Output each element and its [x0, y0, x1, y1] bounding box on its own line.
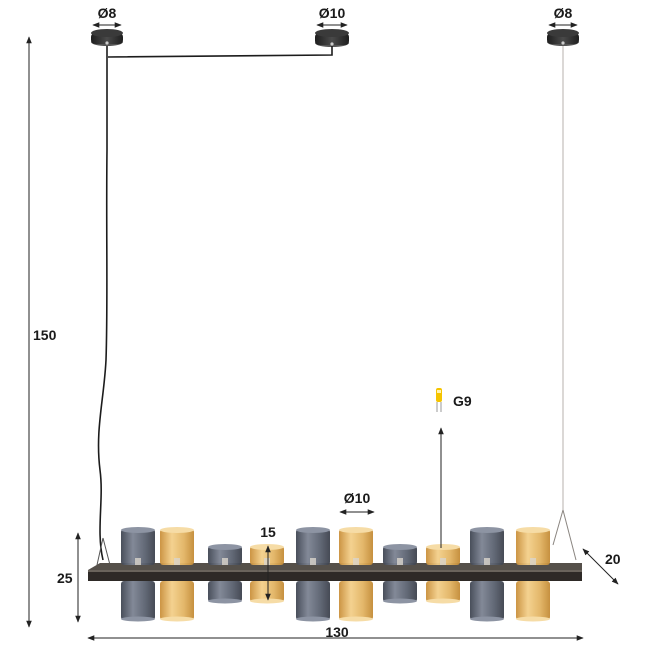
height-dimension: 150: [26, 36, 57, 628]
bulb-socket: [484, 558, 490, 565]
shade-top-rim: [470, 527, 504, 533]
bulb-socket: [397, 558, 403, 565]
shade-bottom-rim: [160, 616, 194, 622]
shade-top-rim: [296, 527, 330, 533]
shade-lower-glass: [208, 581, 242, 602]
shade-upper-glass: [516, 529, 550, 565]
shade-bottom-rim: [426, 598, 460, 604]
canopy-middle: [315, 29, 349, 47]
frame-height-dimension: 25: [57, 532, 81, 623]
shade-lower-glass: [339, 581, 373, 620]
suspension-wire-left: [96, 537, 111, 566]
shade-lower-glass: [383, 581, 417, 602]
glass-shade-9: [470, 527, 504, 622]
bulb-socket: [353, 558, 359, 565]
shade-upper-glass: [339, 529, 373, 565]
shade-top-rim: [426, 544, 460, 550]
shade-top-rim: [383, 544, 417, 550]
shade-bottom-rim: [383, 598, 417, 604]
canopy-middle-dimension: Ø10: [316, 5, 348, 28]
shade-bottom-rim: [208, 598, 242, 604]
canopy-right-diameter-label: Ø8: [554, 5, 573, 21]
height-label: 150: [33, 327, 57, 343]
power-cable: [97, 46, 333, 561]
canopy-left-diameter-label: Ø8: [98, 5, 117, 21]
shade-lower-glass: [121, 581, 155, 620]
depth-dimension: 20: [582, 548, 621, 585]
shade-diameter-dimension: Ø10: [339, 490, 375, 515]
shade-upper-glass: [121, 529, 155, 565]
glass-shade-1: [121, 527, 155, 622]
g9-bulb: G9: [436, 388, 472, 412]
bulb-socket: [440, 558, 446, 565]
shade-top-rim: [121, 527, 155, 533]
glass-shade-8: [426, 544, 460, 604]
shade-top-rim: [516, 527, 550, 533]
suspension-wire-right: [552, 46, 577, 561]
shade-lower-glass: [470, 581, 504, 620]
glass-shade-10: [516, 527, 550, 622]
shade-lower-glass: [296, 581, 330, 620]
shade-bottom-rim: [339, 616, 373, 622]
shade-diameter-label: Ø10: [344, 490, 371, 506]
bulb-socket: [530, 558, 536, 565]
shade-bottom-rim: [516, 616, 550, 622]
width-label: 130: [325, 624, 349, 640]
shade-bottom-rim: [250, 598, 284, 604]
glass-shade-3: [208, 544, 242, 604]
shade-upper-glass: [296, 529, 330, 565]
lamp-frame: [88, 563, 582, 581]
canopy-left: [91, 29, 123, 46]
shade-top-rim: [160, 527, 194, 533]
canopy-right-dimension: Ø8: [548, 5, 578, 28]
bulb-socket: [174, 558, 180, 565]
shade-upper-glass: [383, 546, 417, 565]
bulb-socket: [264, 558, 270, 565]
frame-height-label: 25: [57, 570, 73, 586]
shade-height-label: 15: [260, 524, 276, 540]
canopy-middle-diameter-label: Ø10: [319, 5, 346, 21]
canopy-left-dimension: Ø8: [92, 5, 122, 28]
shade-bottom-rim: [121, 616, 155, 622]
shade-top-rim: [250, 544, 284, 550]
depth-label: 20: [605, 551, 621, 567]
shade-top-rim: [208, 544, 242, 550]
glass-shade-5: [296, 527, 330, 622]
width-dimension: 130: [87, 624, 584, 641]
shade-bottom-rim: [296, 616, 330, 622]
glass-shade-2: [160, 527, 194, 622]
shade-bottom-rim: [470, 616, 504, 622]
shade-height-dimension: 15: [260, 524, 276, 601]
bulb-socket: [222, 558, 228, 565]
shade-upper-glass: [208, 546, 242, 565]
bulb-socket: [310, 558, 316, 565]
glass-shade-7: [383, 544, 417, 604]
bulb-socket: [135, 558, 141, 565]
shade-upper-glass: [470, 529, 504, 565]
shade-upper-glass: [160, 529, 194, 565]
canopy-right: [547, 29, 579, 46]
bulb-type-label: G9: [453, 393, 472, 409]
shade-upper-glass: [426, 546, 460, 565]
shade-lower-glass: [426, 581, 460, 602]
shade-top-rim: [339, 527, 373, 533]
glass-shade-6: [339, 527, 373, 622]
shade-lower-glass: [160, 581, 194, 620]
shade-lower-glass: [516, 581, 550, 620]
shades-upper-group: [121, 527, 550, 622]
